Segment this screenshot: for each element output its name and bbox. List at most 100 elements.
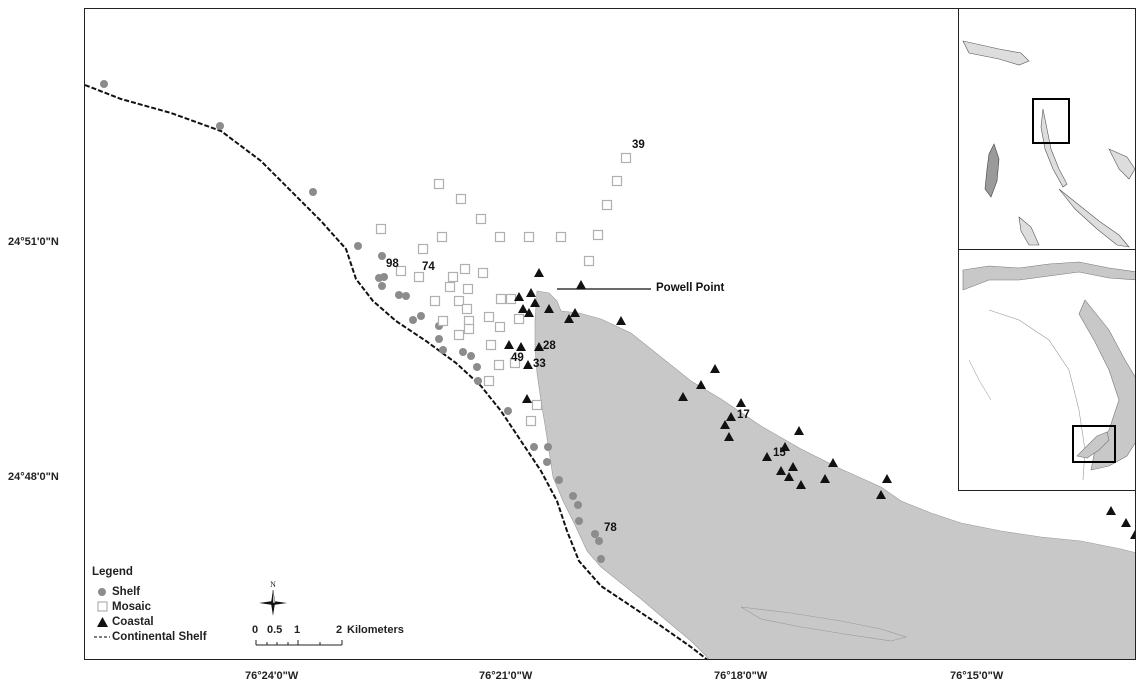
mosaic-site-marker (601, 199, 613, 211)
mosaic-site-marker (493, 359, 505, 371)
locator-inset-island (958, 249, 1136, 491)
site-label-28: 28 (543, 340, 556, 352)
lon-label-76-21: 76°21'0"W (479, 670, 533, 682)
inset-reef-line (968, 359, 992, 401)
site-label-39: 39 (632, 139, 645, 151)
mosaic-site-marker (463, 323, 475, 335)
coastal-site-marker (1121, 518, 1131, 527)
shelf-site-marker (569, 492, 577, 500)
powell-point-label: Powell Point (656, 282, 725, 294)
mosaic-site-marker (611, 175, 623, 187)
inset-coast-north (962, 261, 1135, 291)
shelf-site-marker (504, 407, 512, 415)
coastal-site-marker (776, 466, 786, 475)
coastal-site-marker (1106, 506, 1116, 515)
inset-study-land (1076, 431, 1110, 459)
shelf-site-marker (575, 517, 583, 525)
mosaic-site-marker (483, 375, 495, 387)
inset-island-andros (984, 143, 1000, 198)
coastal-site-marker (780, 442, 790, 451)
lon-label-76-15: 76°15'0"W (950, 670, 1004, 682)
site-label-98: 98 (386, 258, 399, 270)
shelf-site-marker (378, 282, 386, 290)
coastal-site-marker (710, 364, 720, 373)
coastal-site-marker (720, 420, 730, 429)
shelf-site-marker (309, 188, 317, 196)
legend-item-continental-shelf: Continental Shelf (92, 629, 207, 644)
mosaic-site-marker (620, 152, 632, 164)
site-label-49: 49 (511, 352, 524, 364)
shelf-site-marker (100, 80, 108, 88)
shelf-site-marker (474, 377, 482, 385)
shelf-site-marker (354, 242, 362, 250)
mosaic-site-marker (461, 303, 473, 315)
mosaic-site-marker (436, 231, 448, 243)
coastal-site-marker (678, 392, 688, 401)
scale-bar: 0 0.5 1 2 Kilometers (252, 624, 404, 650)
coastal-site-marker (530, 298, 540, 307)
shelf-site-marker (543, 458, 551, 466)
coastal-site-marker (616, 316, 626, 325)
mosaic-site-marker (475, 213, 487, 225)
mosaic-site-marker (455, 193, 467, 205)
coastal-site-marker (796, 480, 806, 489)
site-label-74: 74 (422, 261, 435, 273)
north-letter: N (270, 580, 276, 589)
site-label-78: 78 (604, 522, 617, 534)
legend-label-continental-shelf: Continental Shelf (112, 630, 207, 643)
mosaic-site-marker (555, 231, 567, 243)
shelf-site-marker (402, 292, 410, 300)
coastal-site-marker (570, 308, 580, 317)
inset-channel-line (988, 309, 1086, 481)
coastal-site-marker (794, 426, 804, 435)
coastal-site-marker (576, 280, 586, 289)
mosaic-site-marker (462, 283, 474, 295)
mosaic-site-marker (525, 415, 537, 427)
lat-label-24-51: 24°51'0"N (8, 236, 59, 248)
mosaic-site-marker (494, 231, 506, 243)
coastal-site-marker (696, 380, 706, 389)
mosaic-site-marker (413, 271, 425, 283)
shelf-site-marker (439, 346, 447, 354)
site-label-33: 33 (533, 358, 546, 370)
coastal-site-marker (724, 432, 734, 441)
site-label-17: 17 (737, 409, 750, 421)
mosaic-site-marker (459, 263, 471, 275)
shelf-site-marker (574, 501, 582, 509)
scale-tick-0-5: 0.5 (267, 624, 283, 636)
inset-regional-map (962, 40, 1135, 248)
coastal-site-marker (726, 412, 736, 421)
mosaic-site-marker (495, 293, 507, 305)
legend-label-mosaic: Mosaic (112, 600, 151, 613)
mosaic-site-marker (485, 339, 497, 351)
mosaic-site-marker (592, 229, 604, 241)
shelf-site-marker (378, 252, 386, 260)
mosaic-site-marker (583, 255, 595, 267)
shelf-site-marker (544, 443, 552, 451)
lon-label-76-24: 76°24'0"W (245, 670, 299, 682)
mosaic-square-icon (92, 601, 112, 612)
coastal-site-marker (526, 288, 536, 297)
shelf-site-marker (380, 273, 388, 281)
north-arrow-icon: N (253, 578, 293, 622)
mosaic-site-marker (513, 313, 525, 325)
mosaic-site-marker (444, 281, 456, 293)
legend-label-coastal: Coastal (112, 615, 154, 628)
scale-unit: Kilometers (347, 624, 404, 636)
coastal-site-marker (516, 342, 526, 351)
land-spit (740, 606, 908, 642)
coastal-site-marker (876, 490, 886, 499)
scale-tick-2: 2 (336, 624, 343, 636)
shelf-site-marker (595, 537, 603, 545)
inset-island-eleuthera (1040, 108, 1068, 188)
legend-title: Legend (92, 566, 133, 578)
coastal-site-marker (736, 398, 746, 407)
land-mass (534, 290, 1135, 659)
inset-island-exuma (1058, 188, 1130, 248)
shelf-site-marker (467, 352, 475, 360)
inset-island-east (1108, 148, 1135, 180)
mosaic-site-marker (453, 329, 465, 341)
inset-extent-box (1032, 98, 1070, 144)
coastal-site-marker (788, 462, 798, 471)
mosaic-site-marker (494, 321, 506, 333)
